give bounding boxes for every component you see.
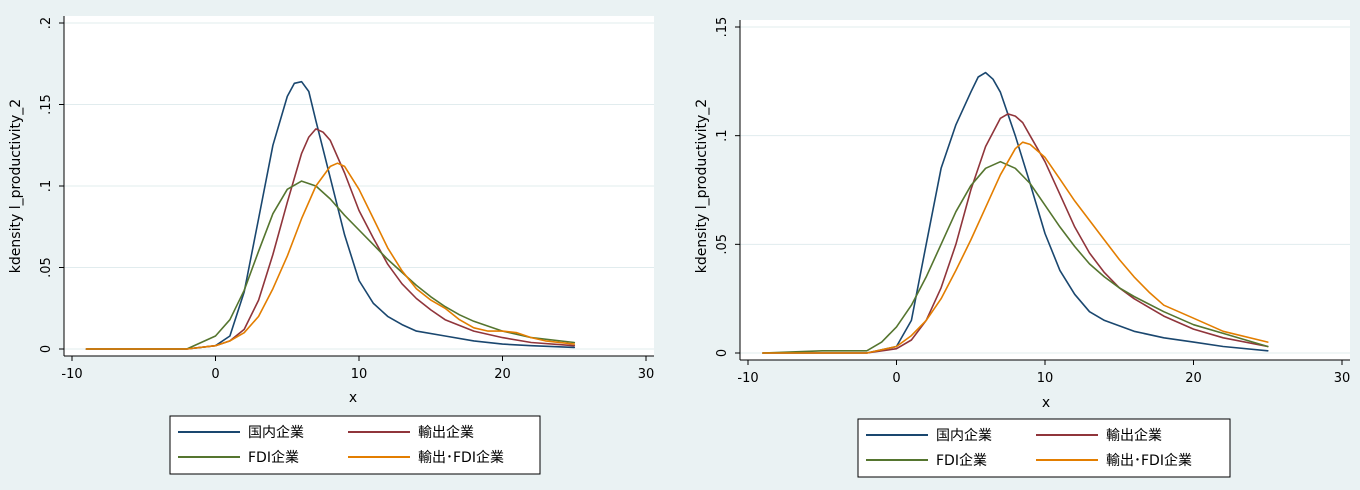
y-tick-label: .05 <box>715 234 730 255</box>
series-line-export <box>85 128 576 350</box>
legend-label-domestic: 国内企業 <box>248 424 304 441</box>
legend-box <box>169 415 541 475</box>
y-tick-label: .1 <box>715 129 730 141</box>
x-tick-label: -10 <box>61 367 82 382</box>
legend-label-export_fdi: 輸出･FDI企業 <box>1106 452 1192 469</box>
y-tick-label: .1 <box>39 180 54 192</box>
y-ticks: 0 .05 .1 .15 .2 <box>39 17 64 353</box>
x-tick-label: 20 <box>494 367 511 382</box>
x-ticks: -10 0 10 20 30 <box>61 356 654 382</box>
x-ticks: -10 0 10 20 30 <box>737 360 1350 386</box>
x-tick-label: 20 <box>1185 371 1202 386</box>
y-tick-label: .05 <box>39 257 54 278</box>
legend-label-fdi: FDI企業 <box>248 449 299 466</box>
legend-box <box>857 418 1231 478</box>
series-lines <box>762 71 1269 354</box>
x-axis-label: x <box>1042 395 1050 411</box>
y-tick-label: .15 <box>39 94 54 115</box>
series-lines <box>85 80 576 350</box>
y-axis-label: kdensity l_productivity_2 <box>8 99 24 273</box>
legend-label-export: 輸出企業 <box>1106 427 1162 444</box>
legend: 国内企業 輸出企業 FDI企業 輸出･FDI企業 <box>169 415 541 475</box>
legend: 国内企業 輸出企業 FDI企業 輸出･FDI企業 <box>857 418 1231 478</box>
legend-label-export: 輸出企業 <box>418 424 474 441</box>
y-tick-label: 0 <box>715 349 730 357</box>
y-axis-label: kdensity l_productivity_2 <box>694 99 710 273</box>
chart-panel-right: 0 .05 .1 .15 -10 0 10 20 30 kdensity l_producti… <box>676 0 1360 490</box>
x-tick-label: 30 <box>638 367 655 382</box>
x-tick-label: 30 <box>1334 371 1351 386</box>
y-tick-label: .2 <box>39 17 54 29</box>
legend-label-export_fdi: 輸出･FDI企業 <box>418 449 504 466</box>
series-line-domestic <box>85 80 576 350</box>
series-line-export_fdi <box>762 141 1269 354</box>
chart-panel-left: 0 .05 .1 .15 .2 -10 0 10 20 30 kdensity l_produc… <box>0 0 664 490</box>
series-line-export_fdi <box>85 162 576 350</box>
y-tick-label: 0 <box>39 345 54 353</box>
x-tick-label: 10 <box>1037 371 1054 386</box>
x-axis-label: x <box>349 390 357 406</box>
legend-label-domestic: 国内企業 <box>936 427 992 444</box>
y-tick-label: .15 <box>715 17 730 38</box>
x-tick-label: 10 <box>351 367 368 382</box>
series-line-fdi <box>85 180 576 350</box>
plot-area <box>740 20 1350 360</box>
y-ticks: 0 .05 .1 .15 <box>715 17 740 357</box>
x-tick-label: 0 <box>211 367 219 382</box>
x-tick-label: -10 <box>737 371 758 386</box>
x-tick-label: 0 <box>892 371 900 386</box>
legend-label-fdi: FDI企業 <box>936 452 987 469</box>
series-line-fdi <box>762 160 1269 354</box>
